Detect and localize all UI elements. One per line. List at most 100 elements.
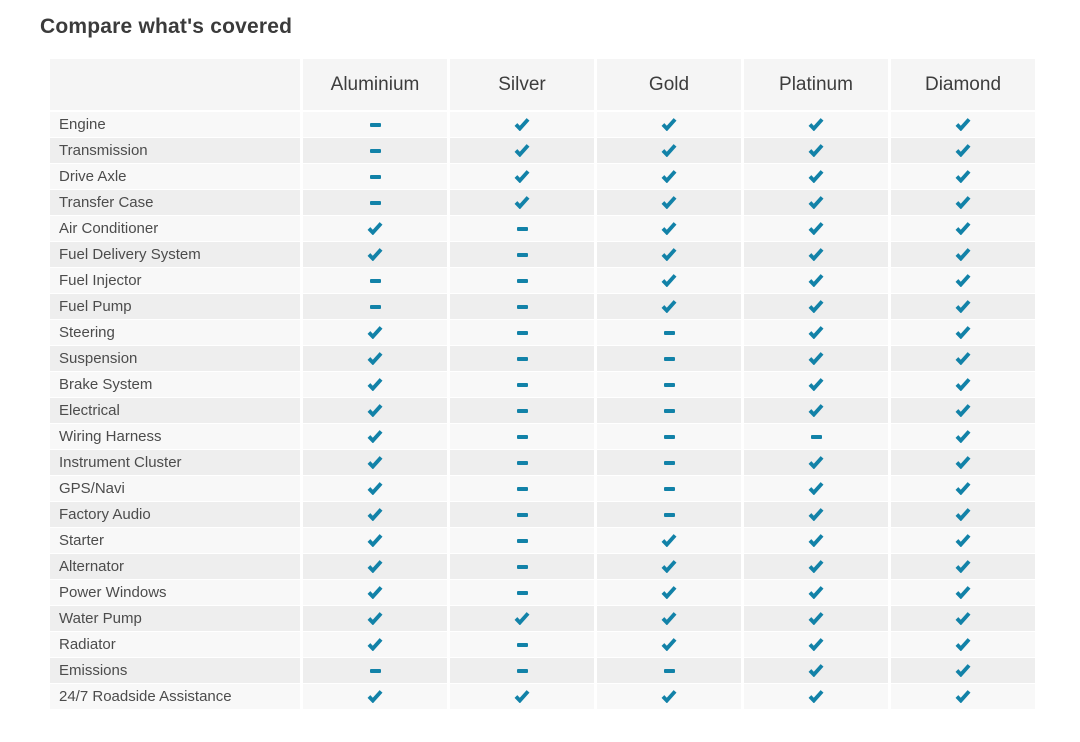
coverage-cell-check [450, 138, 594, 163]
table-row: Water Pump [50, 606, 1035, 631]
coverage-cell-check [744, 372, 888, 397]
coverage-cell-check [891, 658, 1035, 683]
coverage-cell-check [303, 632, 447, 657]
check-icon [955, 222, 971, 235]
check-icon [808, 456, 824, 469]
check-icon [955, 248, 971, 261]
coverage-cell-dash [450, 216, 594, 241]
table-row: Drive Axle [50, 164, 1035, 189]
row-label-brake-system: Brake System [50, 372, 300, 397]
check-icon [661, 560, 677, 573]
coverage-cell-check [891, 112, 1035, 137]
coverage-cell-dash [450, 294, 594, 319]
table-row: Suspension [50, 346, 1035, 371]
coverage-cell-check [891, 190, 1035, 215]
dash-icon [516, 382, 528, 387]
coverage-cell-check [744, 632, 888, 657]
table-row: Fuel Injector [50, 268, 1035, 293]
coverage-cell-check [744, 216, 888, 241]
check-icon [808, 664, 824, 677]
coverage-cell-dash [597, 398, 741, 423]
dash-icon [663, 434, 675, 439]
dash-icon [663, 460, 675, 465]
coverage-cell-check [303, 450, 447, 475]
coverage-cell-check [891, 606, 1035, 631]
table-row: Alternator [50, 554, 1035, 579]
dash-icon [516, 330, 528, 335]
coverage-cell-check [744, 476, 888, 501]
check-icon [808, 300, 824, 313]
row-label-suspension: Suspension [50, 346, 300, 371]
coverage-cell-check [303, 528, 447, 553]
check-icon [955, 352, 971, 365]
check-icon [514, 612, 530, 625]
check-icon [367, 690, 383, 703]
coverage-cell-check [891, 164, 1035, 189]
dash-icon [516, 512, 528, 517]
coverage-cell-check [597, 294, 741, 319]
coverage-cell-dash [597, 658, 741, 683]
check-icon [808, 482, 824, 495]
row-label-24-7-roadside-assistance: 24/7 Roadside Assistance [50, 684, 300, 709]
coverage-cell-check [744, 242, 888, 267]
check-icon [367, 248, 383, 261]
row-label-electrical: Electrical [50, 398, 300, 423]
coverage-cell-check [303, 424, 447, 449]
coverage-cell-dash [303, 164, 447, 189]
coverage-cell-dash [450, 502, 594, 527]
table-row: Brake System [50, 372, 1035, 397]
table-row: Factory Audio [50, 502, 1035, 527]
coverage-cell-dash [597, 320, 741, 345]
dash-icon [516, 252, 528, 257]
row-label-radiator: Radiator [50, 632, 300, 657]
coverage-cell-dash [450, 320, 594, 345]
table-row: Power Windows [50, 580, 1035, 605]
coverage-cell-check [450, 606, 594, 631]
coverage-cell-check [744, 398, 888, 423]
check-icon [808, 352, 824, 365]
coverage-cell-check [303, 242, 447, 267]
coverage-cell-check [744, 554, 888, 579]
check-icon [661, 170, 677, 183]
coverage-cell-dash [450, 346, 594, 371]
dash-icon [516, 356, 528, 361]
coverage-cell-dash [450, 242, 594, 267]
coverage-cell-check [744, 294, 888, 319]
coverage-cell-check [744, 268, 888, 293]
check-icon [514, 170, 530, 183]
coverage-cell-dash [450, 398, 594, 423]
check-icon [955, 690, 971, 703]
dash-icon [516, 460, 528, 465]
row-label-transfer-case: Transfer Case [50, 190, 300, 215]
row-label-drive-axle: Drive Axle [50, 164, 300, 189]
table-row: Transmission [50, 138, 1035, 163]
coverage-cell-check [597, 632, 741, 657]
column-header-aluminium: Aluminium [303, 59, 447, 110]
coverage-cell-check [891, 554, 1035, 579]
check-icon [955, 560, 971, 573]
dash-icon [663, 408, 675, 413]
coverage-cell-check [744, 580, 888, 605]
check-icon [955, 170, 971, 183]
table-row: GPS/Navi [50, 476, 1035, 501]
dash-icon [369, 174, 381, 179]
table-row: 24/7 Roadside Assistance [50, 684, 1035, 709]
dash-icon [516, 538, 528, 543]
check-icon [367, 612, 383, 625]
table-row: Emissions [50, 658, 1035, 683]
coverage-cell-check [744, 164, 888, 189]
table-row: Starter [50, 528, 1035, 553]
coverage-cell-check [744, 528, 888, 553]
check-icon [367, 222, 383, 235]
coverage-cell-dash [450, 450, 594, 475]
check-icon [514, 144, 530, 157]
coverage-cell-dash [303, 658, 447, 683]
coverage-cell-check [744, 502, 888, 527]
coverage-cell-check [891, 632, 1035, 657]
check-icon [514, 690, 530, 703]
row-label-wiring-harness: Wiring Harness [50, 424, 300, 449]
check-icon [955, 196, 971, 209]
check-icon [661, 196, 677, 209]
check-icon [367, 482, 383, 495]
coverage-cell-check [744, 138, 888, 163]
